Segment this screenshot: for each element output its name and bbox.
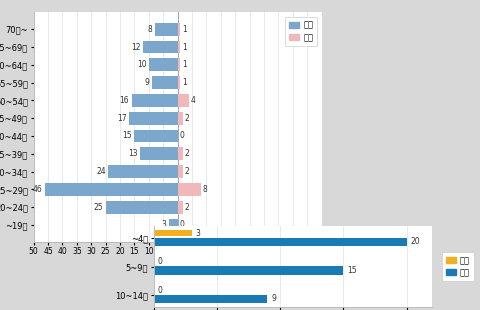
Text: 3: 3 bbox=[162, 220, 167, 229]
Text: 2: 2 bbox=[185, 167, 190, 176]
Text: 46: 46 bbox=[33, 185, 43, 194]
Text: 1: 1 bbox=[182, 42, 187, 51]
Text: 17: 17 bbox=[117, 114, 126, 123]
Bar bbox=[178, 41, 180, 53]
Text: 9: 9 bbox=[271, 294, 276, 303]
Text: 0: 0 bbox=[157, 257, 162, 266]
Text: 25: 25 bbox=[94, 203, 103, 212]
Bar bbox=[132, 94, 178, 107]
Bar bbox=[155, 23, 178, 36]
Bar bbox=[149, 58, 178, 71]
Bar bbox=[129, 112, 178, 125]
Bar bbox=[178, 201, 183, 214]
Text: 8: 8 bbox=[147, 25, 152, 34]
Bar bbox=[106, 201, 178, 214]
Bar bbox=[178, 112, 183, 125]
Text: 0: 0 bbox=[179, 220, 184, 229]
Bar bbox=[178, 165, 183, 178]
Bar bbox=[152, 76, 178, 89]
Text: 2: 2 bbox=[185, 149, 190, 158]
Bar bbox=[178, 94, 189, 107]
Text: 1: 1 bbox=[182, 60, 187, 69]
Text: 2: 2 bbox=[185, 203, 190, 212]
Text: 3: 3 bbox=[195, 228, 200, 237]
Text: 4: 4 bbox=[191, 96, 195, 105]
Bar bbox=[178, 23, 180, 36]
Bar bbox=[169, 219, 178, 231]
Bar bbox=[140, 147, 178, 160]
Bar bbox=[154, 238, 407, 246]
Bar bbox=[178, 76, 180, 89]
Text: 15: 15 bbox=[122, 131, 132, 140]
Bar bbox=[108, 165, 178, 178]
Text: 20: 20 bbox=[410, 237, 420, 246]
Text: 2: 2 bbox=[185, 114, 190, 123]
Text: 1: 1 bbox=[182, 25, 187, 34]
Text: 0: 0 bbox=[179, 131, 184, 140]
Text: 8: 8 bbox=[202, 185, 207, 194]
Bar bbox=[154, 230, 192, 236]
Text: 1: 1 bbox=[182, 78, 187, 87]
Bar bbox=[134, 130, 178, 142]
Bar bbox=[45, 183, 178, 196]
Legend: 女性, 男性: 女性, 男性 bbox=[442, 252, 474, 281]
Legend: 男性, 女性: 男性, 女性 bbox=[285, 16, 317, 46]
Bar bbox=[178, 147, 183, 160]
Bar bbox=[178, 183, 201, 196]
Text: 9: 9 bbox=[144, 78, 149, 87]
Bar bbox=[154, 295, 267, 303]
Text: 10: 10 bbox=[137, 60, 146, 69]
Text: 16: 16 bbox=[120, 96, 129, 105]
Text: 13: 13 bbox=[128, 149, 138, 158]
Text: 0: 0 bbox=[157, 286, 162, 294]
Text: 15: 15 bbox=[347, 266, 357, 275]
Bar bbox=[178, 58, 180, 71]
Text: 12: 12 bbox=[131, 42, 141, 51]
Bar bbox=[143, 41, 178, 53]
Text: 24: 24 bbox=[96, 167, 106, 176]
Bar bbox=[154, 266, 343, 275]
